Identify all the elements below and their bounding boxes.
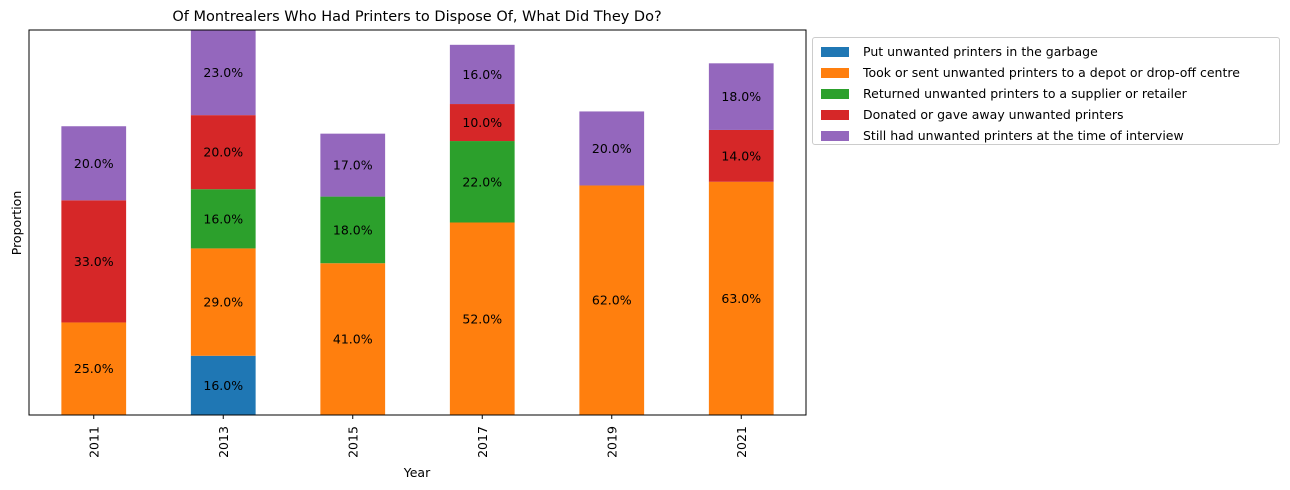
legend-item: Took or sent unwanted printers to a depo…	[821, 62, 1279, 83]
bar-segment	[320, 133, 386, 197]
bar-segment	[449, 141, 515, 223]
bar-segment	[579, 111, 645, 186]
x-tick-label: 2019	[604, 426, 619, 458]
bar-segment	[708, 129, 774, 182]
bar-segment	[320, 263, 386, 415]
bar-value-label: 10.0%	[462, 115, 502, 130]
bar-segment	[708, 181, 774, 415]
bar-value-label: 20.0%	[592, 141, 632, 156]
bar-value-label: 16.0%	[203, 211, 243, 226]
legend-item: Returned unwanted printers to a supplier…	[821, 83, 1279, 104]
bar-value-label: 25.0%	[74, 361, 114, 376]
bar-value-label: 14.0%	[721, 148, 761, 163]
x-tick-label: 2017	[475, 426, 490, 458]
bar-value-label: 16.0%	[462, 67, 502, 82]
legend-swatch	[821, 130, 849, 141]
legend-item: Still had unwanted printers at the time …	[821, 125, 1279, 146]
chart-legend: Put unwanted printers in the garbage Took…	[812, 37, 1280, 145]
bar-value-label: 29.0%	[203, 295, 243, 310]
bar-value-label: 22.0%	[462, 174, 502, 189]
bar-labels-group: 25.0% 33.0% 20.0% 16.0% 29.0% 16.0% 20.0% 23.0%…	[74, 65, 761, 393]
plot-frame	[28, 29, 807, 416]
bar-segment	[190, 355, 256, 415]
x-tick-label: 2021	[734, 426, 749, 458]
legend-item: Donated or gave away unwanted printers	[821, 104, 1279, 125]
bar-segment	[320, 196, 386, 264]
bar-segment	[190, 30, 256, 116]
legend-swatch	[821, 88, 849, 99]
legend-item: Put unwanted printers in the garbage	[821, 41, 1279, 62]
bar-segment	[190, 189, 256, 249]
bar-value-label: 23.0%	[203, 65, 243, 80]
y-axis-label: Proportion	[9, 191, 24, 256]
legend-label: Donated or gave away unwanted printers	[863, 107, 1124, 122]
bar-segment	[61, 322, 127, 415]
legend-label: Put unwanted printers in the garbage	[863, 44, 1098, 59]
legend-label: Still had unwanted printers at the time …	[863, 128, 1184, 143]
bar-value-label: 18.0%	[721, 89, 761, 104]
bar-segment	[708, 63, 774, 130]
legend-label: Took or sent unwanted printers to a depo…	[863, 65, 1240, 80]
bar-value-label: 18.0%	[333, 222, 373, 237]
bars-group	[61, 30, 774, 415]
bar-segment	[190, 248, 256, 356]
bar-value-label: 20.0%	[74, 156, 114, 171]
bar-segment	[449, 104, 515, 142]
x-tick-label: 2011	[86, 426, 101, 458]
bar-value-label: 63.0%	[721, 291, 761, 306]
legend-swatch	[821, 109, 849, 120]
bar-segment	[449, 44, 515, 105]
bar-value-label: 20.0%	[203, 145, 243, 160]
bar-value-label: 62.0%	[592, 293, 632, 308]
bar-segment	[579, 185, 645, 415]
bar-segment	[449, 222, 515, 415]
x-tick-label: 2015	[345, 426, 360, 458]
bar-segment	[61, 200, 127, 323]
bar-value-label: 17.0%	[333, 158, 373, 173]
bar-segment	[190, 115, 256, 190]
bar-value-label: 52.0%	[462, 311, 502, 326]
x-tick-label: 2013	[216, 426, 231, 458]
x-axis-label: Year	[403, 465, 431, 480]
x-axis-ticks: 2011 2013 2015 2017 2019 2021	[86, 415, 749, 458]
legend-label: Returned unwanted printers to a supplier…	[863, 86, 1187, 101]
bar-segment	[61, 126, 127, 201]
legend-swatch	[821, 67, 849, 78]
bar-value-label: 16.0%	[203, 378, 243, 393]
bar-value-label: 33.0%	[74, 254, 114, 269]
bar-value-label: 41.0%	[333, 332, 373, 347]
legend-swatch	[821, 46, 849, 57]
chart-title: Of Montrealers Who Had Printers to Dispo…	[172, 9, 661, 25]
